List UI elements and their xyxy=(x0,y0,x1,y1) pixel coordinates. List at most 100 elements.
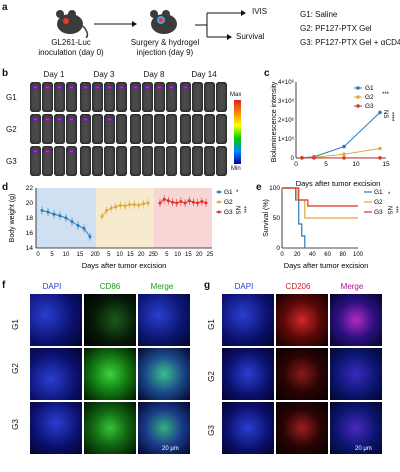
chart-d-xtick: 20 xyxy=(196,252,203,258)
chart-e-xtick: 40 xyxy=(309,252,316,258)
chart-c-legend-label-G2: G2 xyxy=(365,94,374,101)
panel-label-e: e xyxy=(256,182,262,193)
chart-d-point-G1 xyxy=(58,214,62,218)
chart-d-point-G3 xyxy=(187,199,191,203)
chart-d-point-G3 xyxy=(191,200,195,204)
chart-e-sig-3: *** xyxy=(392,206,398,214)
chart-c-sig-1: *** xyxy=(382,92,390,98)
chart-d-point-G3 xyxy=(196,201,200,205)
chart-c-plot: 0 1×10⁶ 2×10⁶ 3×10⁶ 4×10⁶ 0 5 10 15 xyxy=(278,79,390,168)
chart-d-xlabel: Days after tumor excision xyxy=(82,261,167,270)
chart-e-ytick: 50 xyxy=(273,215,281,222)
chart-d-point-G3 xyxy=(171,200,175,204)
chart-c-ytick: 3×10⁶ xyxy=(278,98,295,105)
f-scale-bar-label: 20 μm xyxy=(162,446,179,452)
panel-label-f: f xyxy=(2,280,6,291)
g-row-g1: G1 xyxy=(206,319,216,330)
chart-d-point-G2 xyxy=(105,209,109,212)
panel-label-b: b xyxy=(2,68,9,79)
chart-d-point-G2 xyxy=(118,203,122,207)
step1-title: GL261-Luc xyxy=(51,38,91,47)
step2-subtitle: injection (day 9) xyxy=(136,48,194,57)
chart-e-legend-label-G3: G3 xyxy=(374,209,383,216)
chart-d-xtick: 0 xyxy=(154,252,158,258)
chart-d-xtick: 25 xyxy=(207,252,214,258)
chart-e-ytick: 100 xyxy=(269,185,280,192)
panel-label-d: d xyxy=(2,182,9,193)
chart-c-legend: G1 G2 G3 xyxy=(354,85,374,110)
chart-c-xtick: 10 xyxy=(352,161,360,168)
chart-e-legend-label-G2: G2 xyxy=(374,199,383,206)
chart-d-xtick: 20 xyxy=(138,252,145,258)
chart-c-point-G3 xyxy=(300,156,304,160)
chart-c-xlabel: Days after tumor excision xyxy=(296,179,381,188)
f-g2-dapi xyxy=(30,348,82,400)
chart-d-point-G1 xyxy=(52,212,56,216)
g-g3-cd206 xyxy=(276,402,328,454)
g-g2-dapi xyxy=(222,348,274,400)
chart-d-ytick: 14 xyxy=(26,245,34,252)
step2-title: Surgery & hydrogel xyxy=(130,38,200,47)
chart-d-xtick: 5 xyxy=(50,252,54,258)
chart-d-xtick: 10 xyxy=(63,252,70,258)
chart-c-legend-marker-G2 xyxy=(356,95,360,99)
chart-d-legend-label-G3: G3 xyxy=(224,209,233,216)
chart-c-legend-label-G1: G1 xyxy=(365,85,374,92)
chart-d-ytick: 16 xyxy=(26,230,34,237)
chart-d-xtick: 0 xyxy=(96,252,100,258)
g-g3-merge xyxy=(330,402,382,454)
chart-d-point-G3 xyxy=(175,201,179,205)
chart-d-point-G3 xyxy=(158,201,162,205)
chart-d-point-G2 xyxy=(128,203,132,206)
chart-c-sig-2: NS xyxy=(382,110,388,118)
chart-c-legend-marker-G1 xyxy=(356,86,360,90)
chart-d-ytick: 22 xyxy=(26,185,34,192)
chart-e-ylabel: Survival (%) xyxy=(263,199,270,237)
branch-arrow-icon xyxy=(195,10,246,40)
chart-e-series-G2 xyxy=(282,187,358,219)
mouse-icon-1 xyxy=(56,10,89,38)
chart-c-point-G3 xyxy=(342,156,346,160)
outcome-ivis: IVIS xyxy=(252,7,268,16)
chart-d-sig-1: * xyxy=(236,190,239,196)
group-legend-g3: G3: PF127-PTX Gel + αCD47 xyxy=(300,38,400,47)
chart-d-xtick: 15 xyxy=(127,252,134,258)
arrow-icon-1 xyxy=(94,21,137,27)
panel-label-a: a xyxy=(2,2,8,13)
chart-c-point-G2 xyxy=(342,152,346,156)
chart-d-point-G1 xyxy=(64,216,68,220)
row-label-g3: G3 xyxy=(6,157,17,166)
chart-e-xtick: 80 xyxy=(339,252,346,258)
chart-d-xtick: 25 xyxy=(149,252,156,258)
chart-d-point-G1 xyxy=(76,224,80,227)
day-label-1: Day 1 xyxy=(43,70,65,79)
chart-e-xlabel: Days after tumor excision xyxy=(284,261,369,270)
g-col-merge: Merge xyxy=(340,282,364,291)
chart-d-point-G3 xyxy=(166,199,170,203)
f-g3-dapi xyxy=(30,402,82,454)
chart-e-xtick: 0 xyxy=(280,252,284,258)
chart-d-xtick: 15 xyxy=(185,252,192,258)
chart-d-point-G2 xyxy=(132,203,136,206)
ivis-image-grid xyxy=(28,82,230,178)
chart-e-legend-label-G1: G1 xyxy=(374,189,383,196)
chart-e-series-G1 xyxy=(282,187,306,248)
chart-d-xtick: 0 xyxy=(36,252,40,258)
chart-c-ytick: 2×10⁶ xyxy=(278,117,295,124)
f-row-g1: G1 xyxy=(10,319,20,330)
chart-d-xtick: 5 xyxy=(165,252,169,258)
f-g1-merge xyxy=(138,294,190,346)
chart-c-ylabel: Bioluminescence intensity xyxy=(271,81,278,162)
chart-e-legend: G1 G2 G3 xyxy=(364,189,383,216)
colorbar-max: Max xyxy=(230,92,242,98)
chart-d-point-G2 xyxy=(141,202,145,206)
chart-d-point-G1 xyxy=(88,235,92,239)
g-row-g3: G3 xyxy=(206,425,216,436)
chart-d-xtick: 20 xyxy=(91,252,98,258)
chart-c-point-G1 xyxy=(378,110,382,115)
chart-d-point-G3 xyxy=(162,197,166,201)
chart-d-legend-marker-G1 xyxy=(217,190,221,194)
chart-d-point-G3 xyxy=(200,200,204,203)
chart-c-legend-marker-G3 xyxy=(356,104,360,108)
f-col-dapi: DAPI xyxy=(42,282,62,291)
